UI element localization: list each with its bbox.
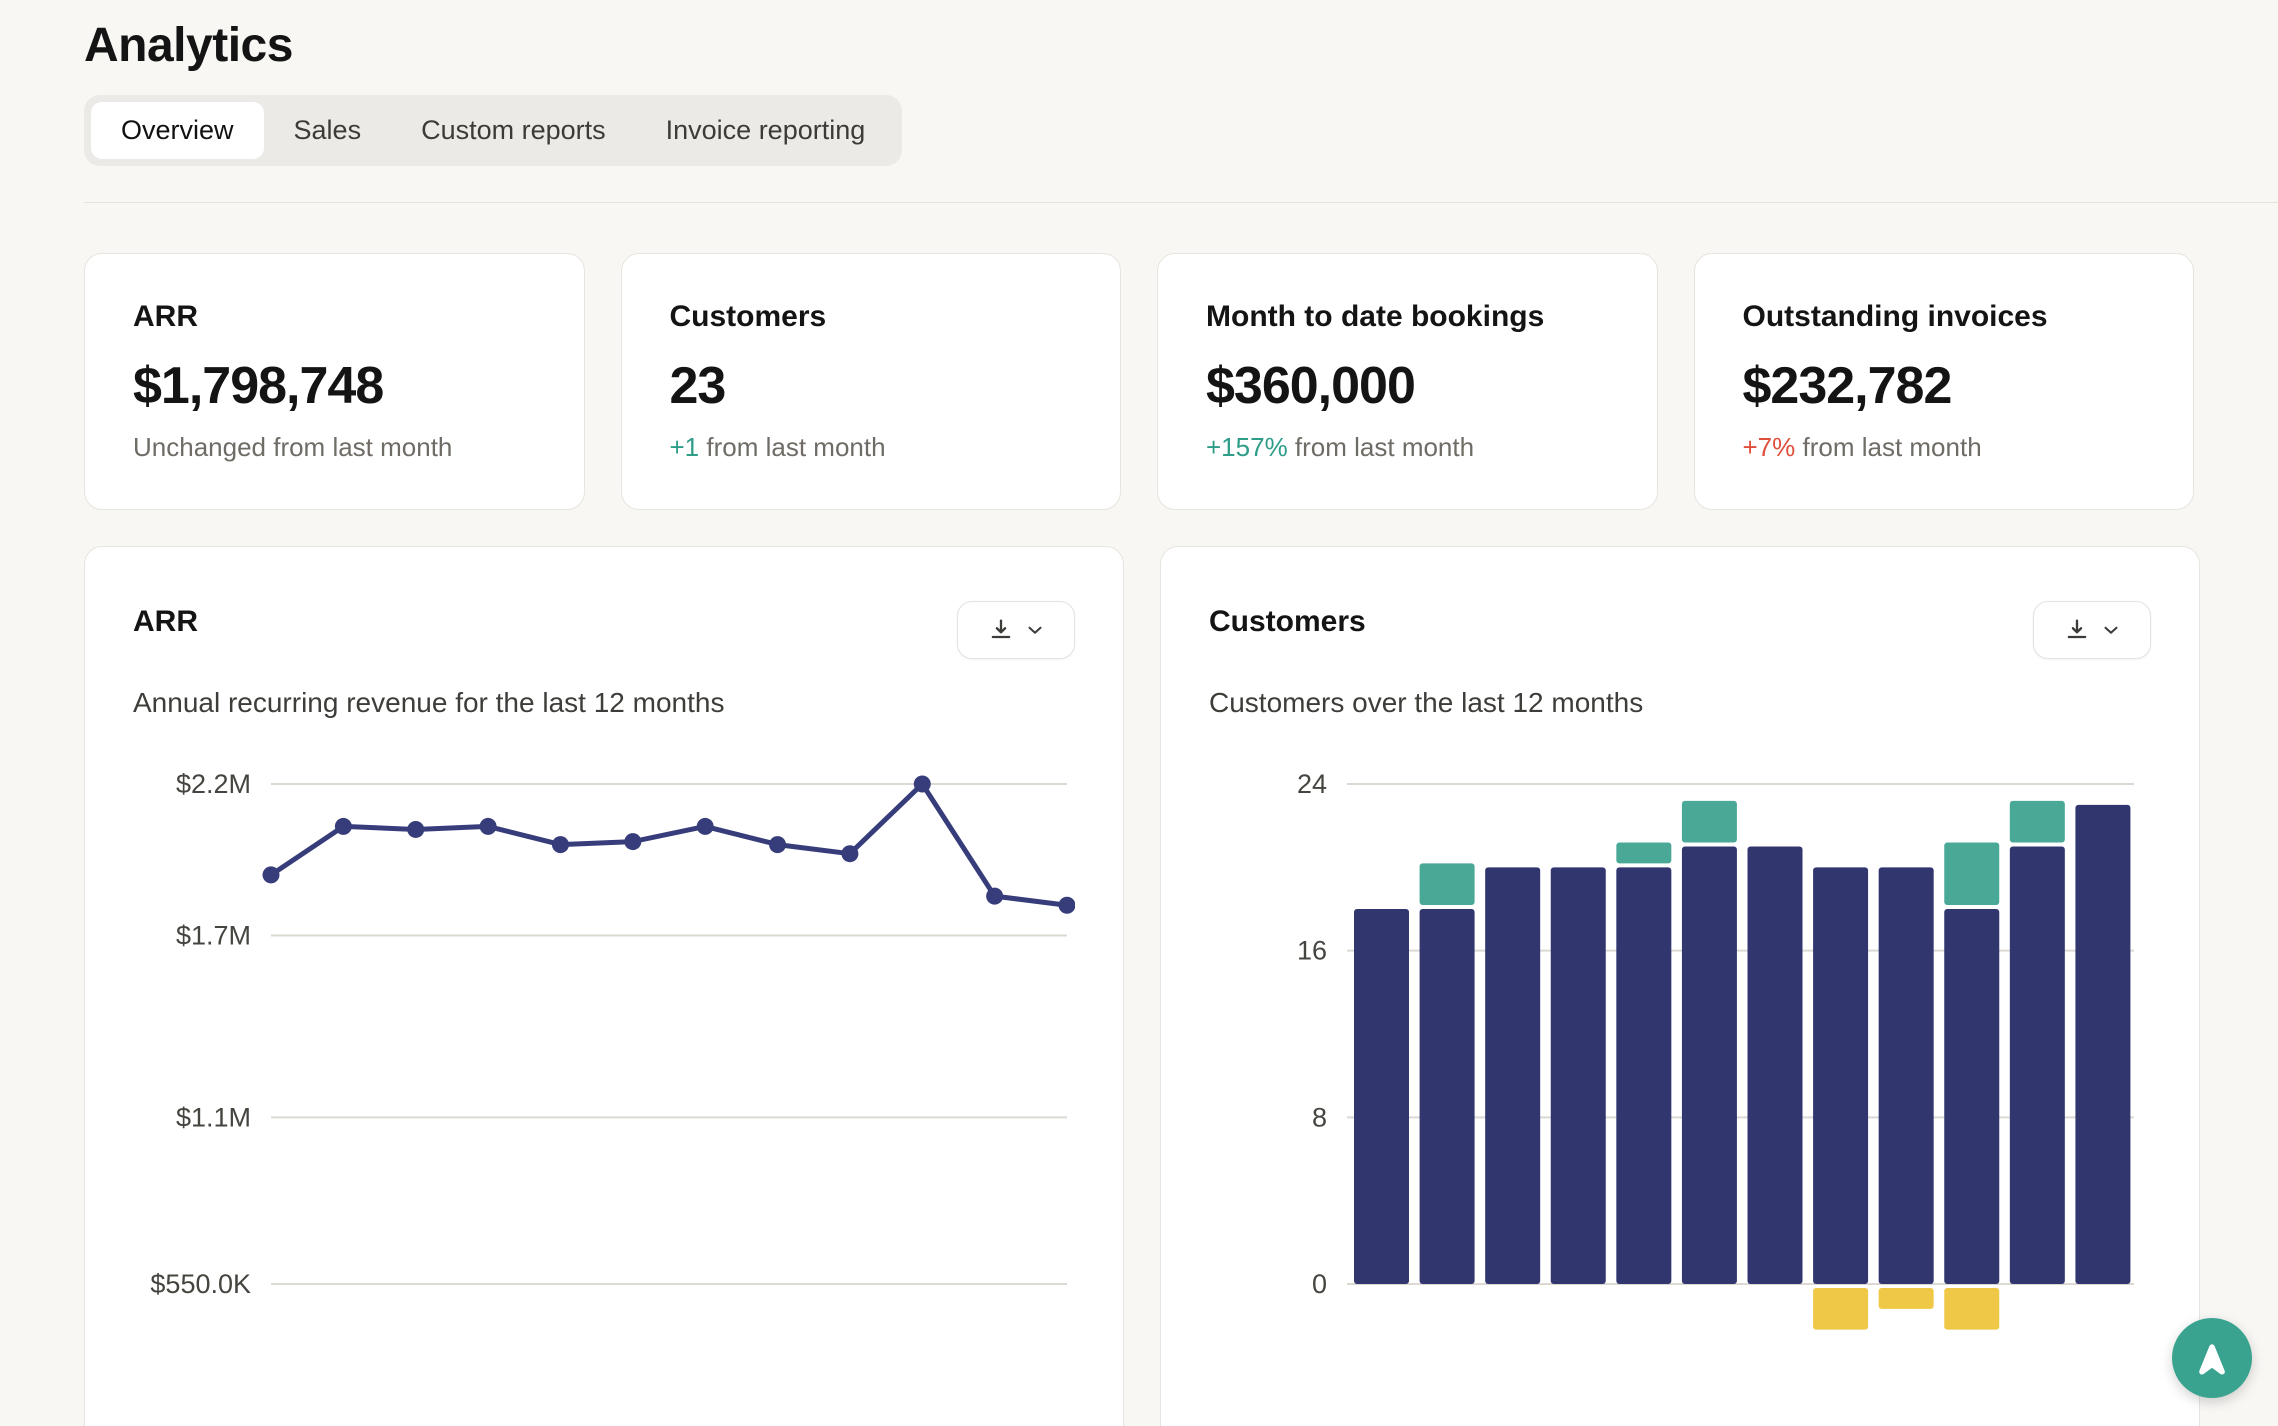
customers-bar-chart: 24 16 8 0 xyxy=(1297,769,2134,1330)
download-icon xyxy=(2067,619,2086,639)
arr-line-chart: $2.2M $1.7M $1.1M $550.0K xyxy=(150,769,1075,1299)
stat-note-text: Unchanged from last month xyxy=(133,432,453,462)
arr-line-series xyxy=(269,781,1068,908)
chat-widget-icon xyxy=(2199,1344,2225,1375)
chat-widget-button[interactable] xyxy=(2172,1318,2252,1398)
stat-card-outstanding-invoices: Outstanding invoices $232,782 +7% from l… xyxy=(1693,253,2194,510)
bar-segment-existing xyxy=(1419,909,1475,1284)
tab-bar: Overview Sales Custom reports Invoice re… xyxy=(84,95,903,166)
data-point xyxy=(407,820,425,838)
bar-segment-existing xyxy=(1944,909,2000,1284)
bar-segment-churned xyxy=(1878,1288,1934,1309)
stat-note: +157% from last month xyxy=(1206,432,1609,463)
tab-overview[interactable]: Overview xyxy=(91,102,264,159)
stat-note-text: from last month xyxy=(1287,432,1475,462)
chevron-down-icon xyxy=(1027,626,1042,634)
stat-label: Customers xyxy=(669,300,827,333)
bar-segment-existing xyxy=(1878,867,1934,1284)
data-point xyxy=(841,845,859,863)
data-point xyxy=(551,836,569,854)
stat-note: +1 from last month xyxy=(670,432,1073,463)
stat-value: $1,798,748 xyxy=(133,357,384,415)
bar-segment-existing xyxy=(1485,867,1541,1284)
arr-chart-card: ARR Annual recurring revenue for the las… xyxy=(84,546,1124,1426)
bar-segment-existing xyxy=(1681,846,1737,1284)
data-point xyxy=(696,817,714,835)
chart-title: ARR xyxy=(133,605,198,638)
data-point xyxy=(769,836,787,854)
stat-label: Month to date bookings xyxy=(1206,300,1545,333)
divider xyxy=(84,202,2278,203)
chart-title: Customers xyxy=(1209,605,1366,638)
stat-value: $232,782 xyxy=(1742,357,1953,415)
tab-custom-reports[interactable]: Custom reports xyxy=(391,102,636,159)
stat-card-arr: ARR $1,798,748 Unchanged from last month xyxy=(84,253,585,510)
bar-segment-existing xyxy=(1747,846,1803,1284)
data-point xyxy=(986,887,1004,905)
y-axis-tick-label: $1.1M xyxy=(176,1102,251,1132)
chart-header: Customers xyxy=(1209,595,2151,659)
chart-header: ARR xyxy=(133,595,1075,659)
stat-delta: +1 xyxy=(669,432,700,462)
download-button[interactable] xyxy=(957,601,1075,659)
y-axis-tick-label: $550.0K xyxy=(150,1269,251,1299)
download-icon xyxy=(991,619,1010,639)
y-axis-tick-label: 0 xyxy=(1312,1269,1327,1299)
y-axis-tick-label: $2.2M xyxy=(176,769,251,799)
bar-segment-churned xyxy=(1944,1288,2000,1330)
bar-segment-existing xyxy=(2075,804,2131,1284)
tab-invoice-reporting[interactable]: Invoice reporting xyxy=(636,102,896,159)
data-point xyxy=(334,817,352,835)
stat-label: Outstanding invoices xyxy=(1742,300,2048,333)
bar-segment-new xyxy=(1616,842,1672,864)
y-axis-tick-label: $1.7M xyxy=(176,921,251,951)
tab-sales[interactable]: Sales xyxy=(264,102,392,159)
y-axis-tick-label: 8 xyxy=(1312,1102,1327,1132)
data-point xyxy=(479,817,497,835)
stat-note: Unchanged from last month xyxy=(133,432,536,463)
bar-segment-new xyxy=(2009,800,2065,843)
stat-delta: +7% xyxy=(1742,432,1796,462)
stat-value: 23 xyxy=(669,357,727,415)
stat-delta: +157% xyxy=(1206,432,1288,462)
data-point xyxy=(262,866,280,884)
charts-row: ARR Annual recurring revenue for the las… xyxy=(84,546,2200,1426)
stat-note-text: from last month xyxy=(1795,432,1982,462)
stat-note-text: from last month xyxy=(699,432,886,462)
customers-chart-card: Customers Customers over the last 12 mon… xyxy=(1160,546,2200,1426)
bar-segment-existing xyxy=(1813,867,1869,1284)
bar-segment-new xyxy=(1419,863,1475,905)
chart-subtitle: Annual recurring revenue for the last 12… xyxy=(133,687,725,718)
y-axis-tick-label: 24 xyxy=(1297,769,1327,799)
bar-segment-churned xyxy=(1813,1288,1869,1330)
bar-segment-existing xyxy=(1550,867,1606,1284)
data-point xyxy=(913,775,931,793)
stat-card-month-to-date-bookings: Month to date bookings $360,000 +157% fr… xyxy=(1157,253,1658,510)
chevron-down-icon xyxy=(2103,626,2118,634)
download-button[interactable] xyxy=(2033,601,2151,659)
stat-label: ARR xyxy=(133,300,198,333)
chart-subtitle: Customers over the last 12 months xyxy=(1209,687,1644,718)
bar-segment-existing xyxy=(2009,846,2065,1284)
bar-segment-new xyxy=(1681,800,1737,843)
bar-segment-existing xyxy=(1616,867,1672,1284)
data-point xyxy=(624,833,642,851)
bar-segment-existing xyxy=(1354,909,1409,1284)
analytics-page: Analytics Overview Sales Custom reports … xyxy=(0,18,2278,1426)
stat-value: $360,000 xyxy=(1206,357,1416,415)
stat-card-customers: Customers 23 +1 from last month xyxy=(620,253,1121,510)
stats-row: ARR $1,798,748 Unchanged from last month… xyxy=(84,253,2194,510)
data-point xyxy=(1058,896,1075,914)
bar-segment-new xyxy=(1944,842,2000,905)
stat-note: +7% from last month xyxy=(1743,432,2146,463)
page-title: Analytics xyxy=(84,19,293,72)
y-axis-tick-label: 16 xyxy=(1297,936,1327,966)
